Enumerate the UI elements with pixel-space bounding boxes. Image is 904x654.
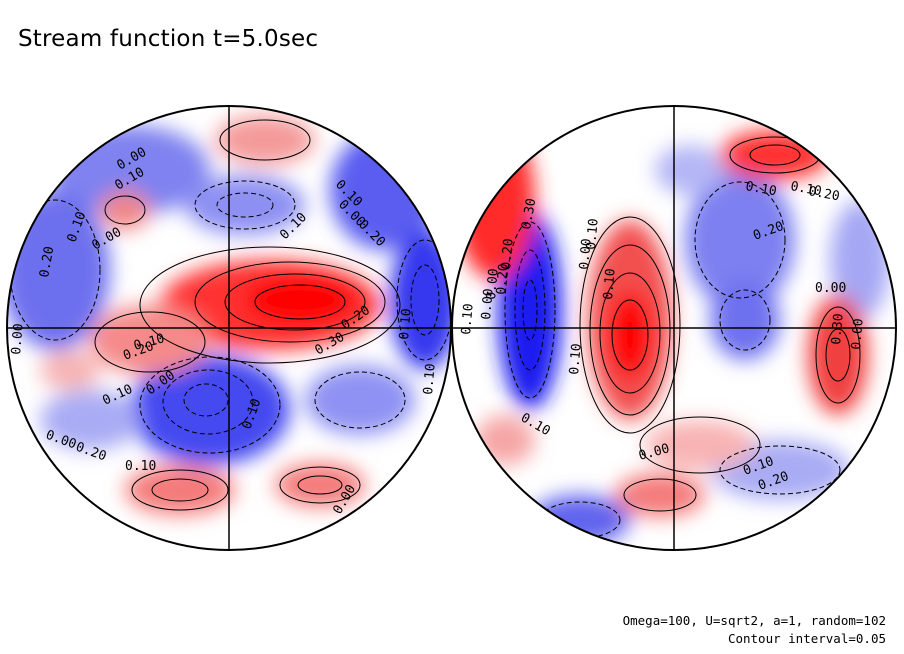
right-hemisphere: 0.100.200.100.200.000.300.100.000.100.20… xyxy=(451,105,897,551)
contour-label: 0.00 xyxy=(484,268,502,301)
right-negative-contour-lines xyxy=(504,181,841,539)
contour-label: 0.30 xyxy=(519,197,539,230)
right-negative-region-5 xyxy=(530,495,630,545)
parameters-text: Omega=100, U=sqrt2, a=1, random=102 xyxy=(622,613,886,628)
left-positive-region-2 xyxy=(245,275,355,325)
contour-label: 0.00 xyxy=(815,281,846,296)
left-positive-region-6 xyxy=(125,465,235,515)
contour-label: 0.20 xyxy=(807,184,840,204)
contour-label: 0.10 xyxy=(744,179,777,199)
left-positive-region-4 xyxy=(215,115,315,165)
left-negative-region-2 xyxy=(185,175,305,235)
right-contour-labels: 0.100.200.100.200.000.300.100.000.100.20… xyxy=(459,179,867,494)
contour-label: 0.10 xyxy=(789,179,822,199)
right-negative-region-3 xyxy=(710,280,780,360)
contour-label: 0.10 xyxy=(567,343,585,376)
figure-title: Stream function t=5.0sec xyxy=(18,26,319,52)
left-contour-lines xyxy=(94,119,401,511)
left-negative-contour-lines xyxy=(9,180,451,454)
right-positive-region-2 xyxy=(608,290,652,380)
contour-label: 0.10 xyxy=(459,303,477,336)
contour-interval-text: Contour interval=0.05 xyxy=(727,631,886,646)
contour-label: 0.20 xyxy=(37,245,57,278)
contour-label: 0.00 xyxy=(577,238,595,271)
contour-label: 0.10 xyxy=(397,308,415,341)
right-contour-lines xyxy=(579,136,861,512)
right-negative-region-2 xyxy=(685,170,795,310)
contour-label: 0.20 xyxy=(494,263,512,296)
right-hemisphere-outline xyxy=(451,105,897,551)
right-positive-region-6 xyxy=(645,420,755,470)
contour-label: 0.10 xyxy=(584,218,602,251)
left-hemisphere: 0.100.000.200.100.100.000.200.100.100.20… xyxy=(6,105,452,551)
contour-label: 0.00 xyxy=(479,288,497,321)
right-negative-region-7 xyxy=(655,145,725,195)
right-positive-region-7 xyxy=(615,473,705,517)
contour-label: 0.30 xyxy=(829,313,847,346)
left-positive-region-8 xyxy=(40,350,100,390)
contour-label: 0.20 xyxy=(499,238,517,271)
left-positive-region-7 xyxy=(275,463,365,507)
right-positive-region-3 xyxy=(455,120,535,280)
figure-footer: Omega=100, U=sqrt2, a=1, random=102 Cont… xyxy=(623,612,886,648)
contour-label: 0.10 xyxy=(125,459,156,474)
contour-label: 0.10 xyxy=(421,363,439,396)
left-negative-region-6 xyxy=(130,355,290,465)
left-positive-region-3 xyxy=(90,305,210,375)
left-negative-region-7 xyxy=(305,365,415,435)
contour-label: 0.00 xyxy=(9,323,27,356)
right-positive-region-5 xyxy=(808,295,868,415)
left-positive-region-5 xyxy=(100,190,150,230)
contour-label: 0.10 xyxy=(601,268,619,301)
contour-label: 0.00 xyxy=(849,318,867,351)
left-negative-region-8 xyxy=(40,390,140,450)
